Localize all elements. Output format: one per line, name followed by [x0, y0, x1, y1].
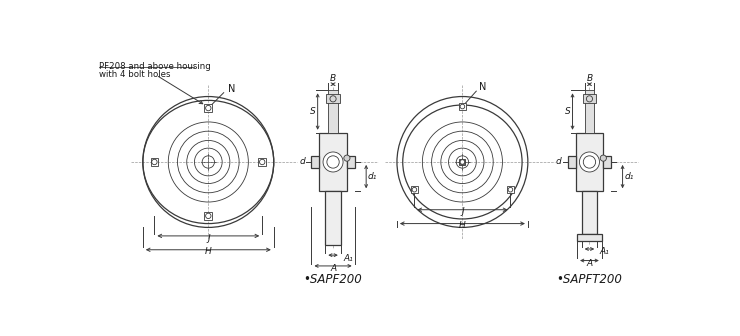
Text: H: H — [205, 247, 212, 256]
Text: A₁: A₁ — [599, 247, 609, 256]
Text: •SAPFT200: •SAPFT200 — [556, 272, 622, 286]
Bar — [411, 186, 418, 193]
Bar — [507, 186, 514, 193]
Bar — [150, 158, 158, 166]
Bar — [568, 156, 576, 168]
Text: B: B — [586, 75, 593, 83]
Circle shape — [460, 160, 465, 164]
Bar — [312, 156, 319, 168]
Bar — [585, 90, 594, 133]
Text: d₁: d₁ — [624, 172, 633, 181]
Bar — [576, 133, 603, 191]
Text: N: N — [228, 84, 235, 94]
Text: •SAPF200: •SAPF200 — [303, 272, 363, 286]
Bar — [204, 212, 212, 220]
Circle shape — [323, 152, 343, 172]
Text: S: S — [565, 107, 571, 116]
Text: A: A — [586, 259, 593, 268]
Bar — [459, 103, 466, 110]
Bar — [326, 191, 340, 245]
Text: J: J — [461, 207, 464, 216]
Text: B: B — [330, 75, 336, 83]
Circle shape — [344, 155, 350, 161]
Text: A₁: A₁ — [343, 254, 353, 263]
Text: PF208 and above housing: PF208 and above housing — [99, 62, 211, 71]
Bar — [577, 234, 602, 241]
Text: d₁: d₁ — [368, 172, 377, 181]
Text: N: N — [480, 82, 487, 92]
Bar — [582, 191, 597, 234]
Bar — [329, 90, 337, 133]
Bar — [603, 156, 611, 168]
Bar — [204, 104, 212, 112]
Circle shape — [579, 152, 599, 172]
Text: A: A — [330, 264, 336, 274]
Bar — [460, 159, 465, 165]
Bar — [319, 133, 347, 191]
Circle shape — [600, 155, 606, 161]
Text: S: S — [310, 107, 316, 116]
Bar — [582, 94, 596, 103]
Text: H: H — [459, 221, 465, 230]
Text: d: d — [556, 158, 562, 166]
Text: J: J — [207, 234, 209, 243]
Bar — [326, 94, 340, 103]
Text: with 4 bolt holes: with 4 bolt holes — [99, 70, 170, 79]
Bar — [258, 158, 266, 166]
Bar — [347, 156, 354, 168]
Text: d: d — [300, 158, 306, 166]
